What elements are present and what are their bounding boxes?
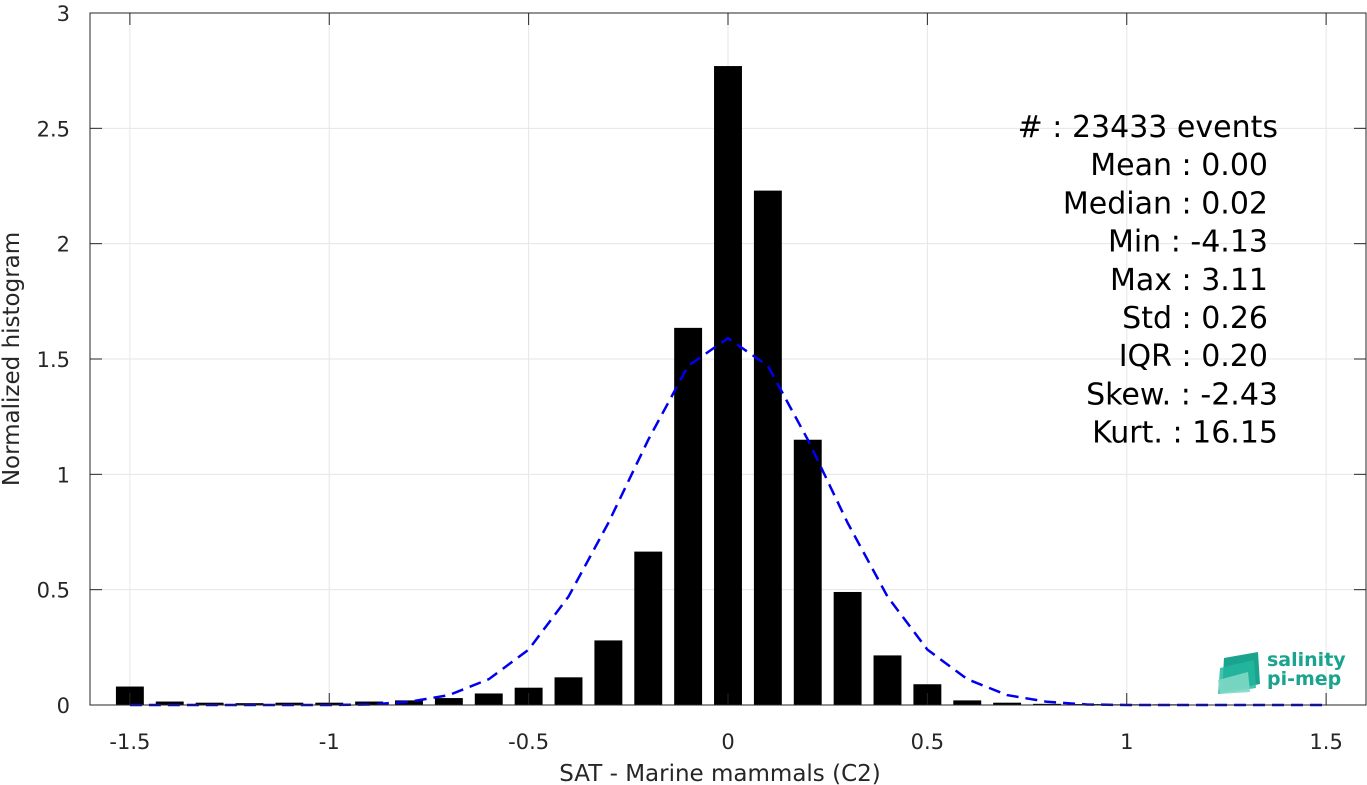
x-tick-label: 0.5	[911, 730, 944, 754]
histogram-bar	[953, 700, 982, 705]
y-tick-label: 1.5	[37, 348, 70, 372]
histogram-bar	[634, 551, 663, 705]
x-axis-ticks: -1.5 -1 -0.5 0 0.5 1 1.5	[109, 13, 1343, 754]
histogram-bar	[1033, 703, 1061, 705]
x-axis-label: SAT - Marine mammals (C2)	[559, 761, 881, 785]
histogram-bar	[753, 190, 782, 705]
salinity-pi-mep-logo: salinity pi-mep	[1218, 649, 1346, 694]
y-tick-label: 2	[57, 233, 70, 257]
y-tick-label: 3	[57, 2, 70, 26]
logo-line1: salinity	[1267, 649, 1346, 671]
histogram-bar	[674, 327, 703, 705]
histogram-bar	[993, 702, 1022, 705]
histogram-bar	[155, 701, 184, 705]
stat-iqr: IQR : 0.20	[1119, 339, 1268, 374]
histogram-bars	[115, 66, 1341, 705]
x-tick-label: 0	[721, 730, 734, 754]
stat-mean: Mean : 0.00	[1090, 148, 1268, 183]
stat-std: Std : 0.26	[1122, 301, 1268, 336]
histogram-bar	[714, 66, 742, 705]
y-tick-label: 0	[57, 694, 70, 718]
x-tick-label: -0.5	[508, 730, 549, 754]
histogram-bar	[873, 655, 902, 705]
x-tick-label: 1	[1120, 730, 1133, 754]
histogram-bar	[554, 677, 583, 705]
stat-max: Max : 3.11	[1110, 263, 1268, 298]
histogram-bar	[474, 693, 503, 705]
y-tick-label: 1	[57, 463, 70, 487]
histogram-bar	[594, 640, 623, 705]
y-axis-label: Normalized histogram	[0, 232, 25, 486]
y-axis-ticks: 0 0.5 1 1.5 2 2.5 3	[37, 2, 1366, 718]
histogram-bar	[793, 439, 822, 705]
x-tick-label: 1.5	[1309, 730, 1342, 754]
logo-line2: pi-mep	[1267, 668, 1341, 690]
histogram-bar	[434, 698, 463, 705]
stat-min: Min : -4.13	[1108, 225, 1268, 260]
y-tick-label: 2.5	[37, 117, 70, 141]
histogram-bar	[833, 591, 862, 705]
histogram-bar	[395, 700, 423, 705]
y-tick-label: 0.5	[37, 579, 70, 603]
stat-skew: Skew. : -2.43	[1086, 377, 1278, 412]
stat-median: Median : 0.02	[1063, 186, 1268, 221]
x-tick-label: -1	[319, 730, 340, 754]
x-tick-label: -1.5	[109, 730, 150, 754]
stat-kurt: Kurt. : 16.15	[1092, 416, 1278, 451]
stat-count: # : 23433 events	[1018, 110, 1278, 145]
